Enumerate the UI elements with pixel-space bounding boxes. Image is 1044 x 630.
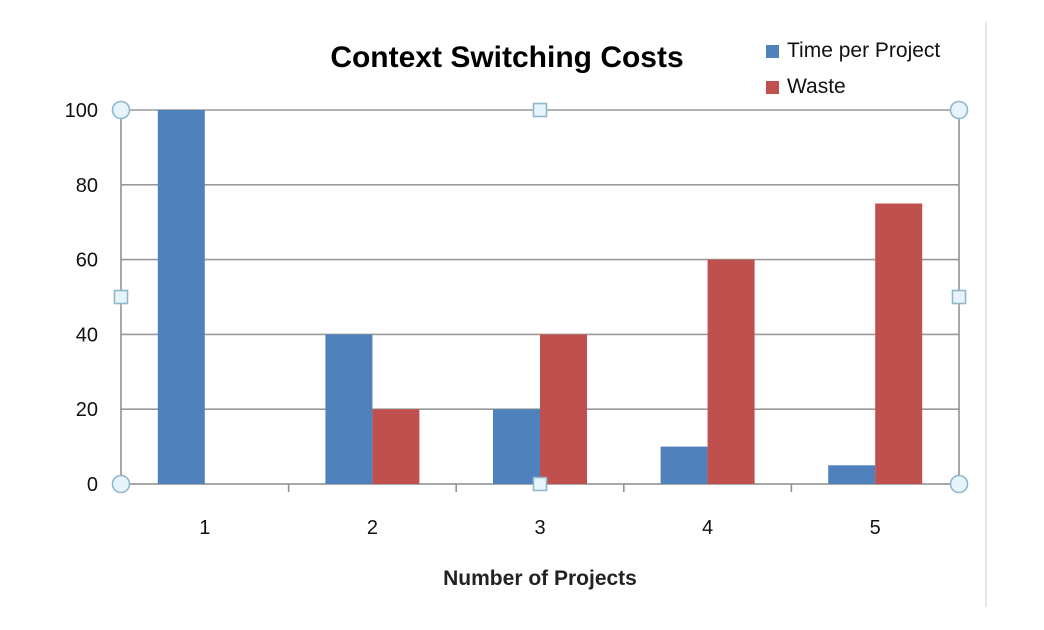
x-tick-label: 3 <box>534 517 545 539</box>
x-tick-labels: 1 2 3 4 5 <box>199 517 881 539</box>
y-tick-label: 20 <box>76 399 98 421</box>
y-tick-labels: 0 20 40 60 80 100 <box>65 100 98 496</box>
bar-time-4[interactable] <box>660 446 708 484</box>
bar-time-2[interactable] <box>325 334 373 484</box>
bars <box>157 110 923 485</box>
bar-time-5[interactable] <box>828 465 876 484</box>
corner-resize-handle[interactable] <box>949 474 969 494</box>
x-tick-label: 1 <box>199 517 210 539</box>
legend-swatch-time <box>766 45 779 58</box>
y-tick-label: 0 <box>87 474 98 496</box>
corner-resize-handle[interactable] <box>949 100 969 120</box>
bar-waste-4[interactable] <box>707 259 755 484</box>
x-tick-label: 5 <box>870 517 881 539</box>
bar-waste-5[interactable] <box>875 203 923 485</box>
x-tick-label: 2 <box>367 517 378 539</box>
corner-resize-handle[interactable] <box>111 100 131 120</box>
corner-resize-handle[interactable] <box>111 474 131 494</box>
legend-label-waste: Waste <box>787 75 846 98</box>
bar-waste-3[interactable] <box>540 334 587 484</box>
edge-resize-handle[interactable] <box>113 289 129 305</box>
selection-handles <box>111 100 969 494</box>
edge-resize-handle[interactable] <box>532 102 548 118</box>
bar-waste-2[interactable] <box>372 409 420 484</box>
legend[interactable]: Time per Project Waste <box>766 39 940 98</box>
y-tick-label: 40 <box>76 324 98 346</box>
x-axis-label: Number of Projects <box>443 567 637 590</box>
chart-frame-edge <box>985 22 987 607</box>
x-tick-label: 4 <box>702 517 713 539</box>
y-tick-label: 100 <box>65 100 98 122</box>
bar-time-3[interactable] <box>493 409 540 484</box>
y-tick-label: 60 <box>76 250 98 272</box>
y-tick-label: 80 <box>76 175 98 197</box>
edge-resize-handle[interactable] <box>951 289 967 305</box>
chart-title: Context Switching Costs <box>330 41 683 74</box>
legend-swatch-waste <box>766 81 779 94</box>
bar-time-1[interactable] <box>157 110 205 484</box>
edge-resize-handle[interactable] <box>532 476 548 492</box>
legend-label-time: Time per Project <box>787 39 940 62</box>
